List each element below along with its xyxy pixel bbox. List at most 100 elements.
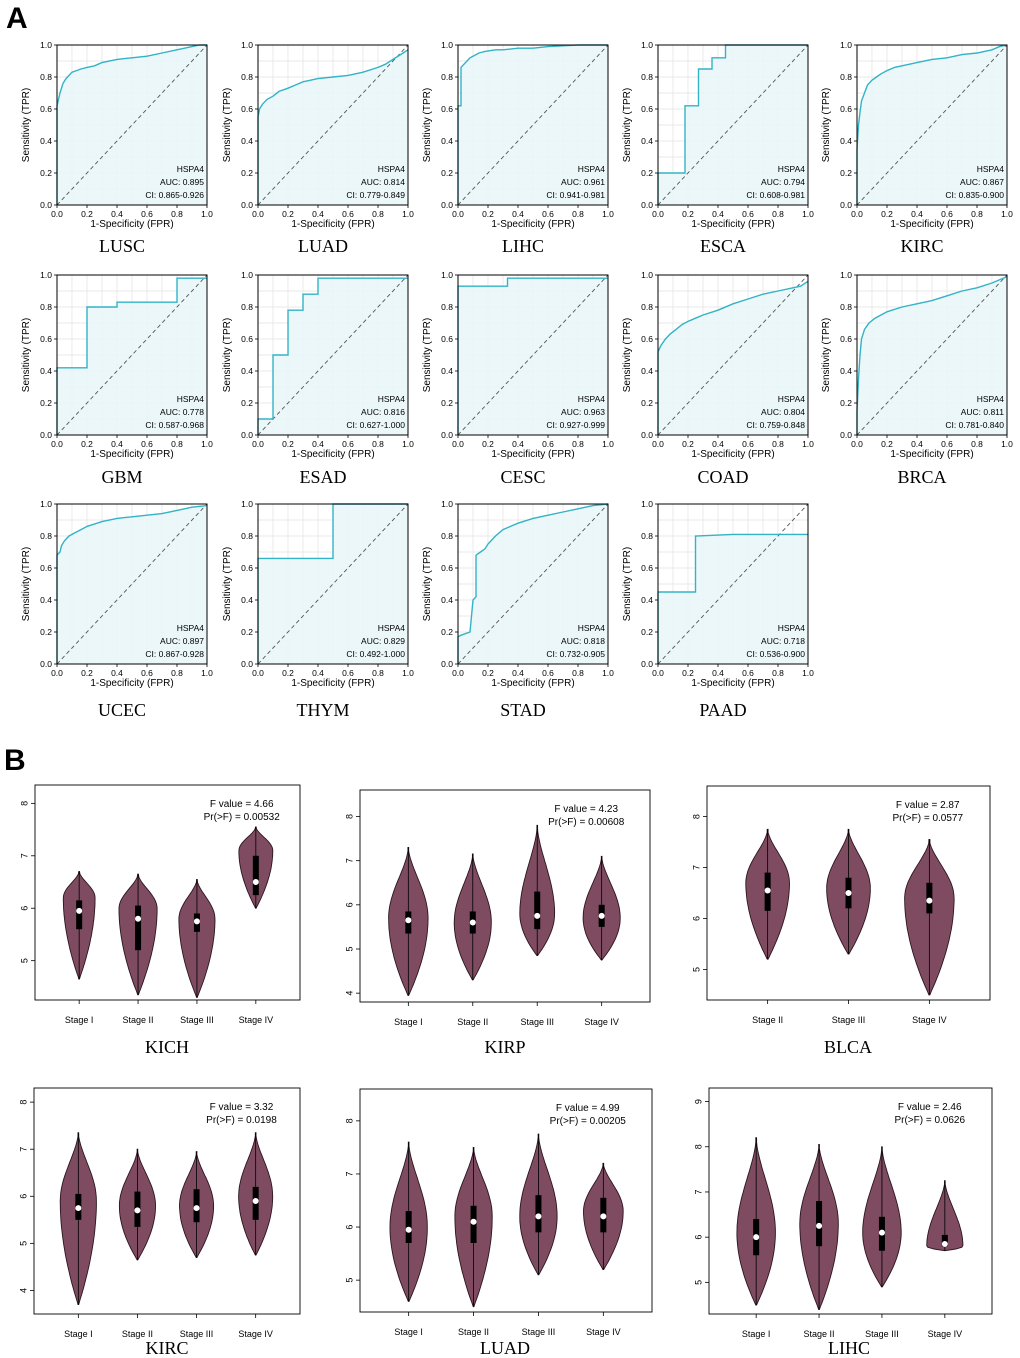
roc-curve-line [56, 44, 207, 205]
roc-chart-stad: 0.00.0 0.2 0.2 0.4 0.4 0.6 0.6 0.8 0.8 1.0 1.0 1-Sp… [422, 499, 614, 720]
roc-x-tick-label: 1.0 [201, 209, 213, 219]
roc-y-axis-title: Sensitivity (TPR) [622, 318, 633, 392]
roc-x-tick-label: 0.0 [652, 668, 664, 678]
roc-y-tick-label: 0.4 [241, 136, 253, 146]
roc-x-tick-label: 0.0 [851, 439, 863, 449]
roc-chart-luad: 0.00.0 0.2 0.2 0.4 0.4 0.6 0.6 0.8 0.8 1.0 1.0 1-Sp… [222, 40, 414, 256]
roc-x-tick-label: 0.4 [512, 668, 524, 678]
roc-auc-area [458, 278, 608, 435]
roc-y-tick-label: 0.8 [241, 72, 253, 82]
violin-stage-label: Stage IV [928, 1329, 963, 1339]
violin-y-tick-label: 8 [693, 1144, 703, 1149]
roc-ci-label: CI: 0.608-0.981 [746, 190, 805, 200]
roc-y-tick-label: 0.2 [840, 168, 852, 178]
violin-iqr-box [76, 900, 83, 930]
roc-y-tick-label: 0.2 [641, 627, 653, 637]
roc-diagonal-reference [657, 274, 809, 436]
roc-diagonal-reference [856, 44, 1008, 206]
violin-median-dot [405, 1226, 412, 1233]
roc-x-tick-label: 0.2 [81, 668, 93, 678]
roc-cancer-label: LUSC [99, 236, 145, 256]
roc-y-tick-label: 1.0 [40, 270, 52, 280]
violin-y-tick-label: 8 [18, 1100, 28, 1105]
roc-plot-frame [657, 503, 809, 665]
roc-x-tick-label: 0.4 [111, 668, 123, 678]
roc-x-tick-label: 0.4 [312, 209, 324, 219]
violin-cancer-label: BLCA [824, 1037, 872, 1057]
roc-ci-label: CI: 0.732-0.905 [546, 649, 605, 659]
roc-ci-label: CI: 0.781-0.840 [945, 420, 1004, 430]
roc-x-tick-label: 0.8 [772, 439, 784, 449]
roc-x-axis-title: 1-Specificity (FPR) [90, 678, 173, 689]
roc-y-tick-label: 0.4 [840, 136, 852, 146]
roc-auc-label: AUC: 0.811 [961, 407, 1005, 417]
roc-x-tick-label: 1.0 [402, 209, 414, 219]
roc-y-axis-title: Sensitivity (TPR) [222, 318, 233, 392]
violin-stage-label: Stage III [180, 1329, 214, 1339]
roc-diagonal-reference [856, 274, 1008, 436]
roc-y-tick-label: 0.0 [40, 430, 52, 440]
roc-y-tick-label: 0.6 [641, 104, 653, 114]
roc-x-tick-label: 0.0 [51, 209, 63, 219]
violin-median-dot [816, 1222, 823, 1229]
roc-y-tick-label: 0.6 [241, 563, 253, 573]
roc-auc-area [57, 278, 207, 435]
roc-cancer-label: STAD [500, 700, 546, 720]
roc-cancer-label: CESC [500, 467, 545, 487]
roc-x-tick-label: 1.0 [602, 439, 614, 449]
roc-curve-line [257, 277, 408, 435]
violin-iqr-box [135, 905, 142, 951]
roc-ci-label: CI: 0.941-0.981 [546, 190, 605, 200]
roc-auc-label: AUC: 0.778 [160, 407, 204, 417]
roc-x-tick-label: 0.6 [742, 668, 754, 678]
roc-y-tick-label: 0.6 [40, 563, 52, 573]
roc-curve-line [457, 44, 608, 205]
roc-y-axis-title: Sensitivity (TPR) [222, 88, 233, 162]
violin-y-tick-label: 6 [18, 1194, 28, 1199]
roc-cancer-label: THYM [297, 700, 350, 720]
roc-chart-kirc: 0.00.0 0.2 0.2 0.4 0.4 0.6 0.6 0.8 0.8 1.0 1.0 1-Sp… [821, 40, 1013, 256]
roc-y-tick-label: 0.2 [441, 398, 453, 408]
roc-x-tick-label: 0.2 [282, 668, 294, 678]
roc-y-tick-label: 0.8 [641, 531, 653, 541]
roc-x-tick-label: 0.8 [572, 439, 584, 449]
roc-plot-frame [56, 503, 208, 665]
violin-y-tick-label: 8 [344, 814, 354, 819]
violin-f-value: F value = 4.23 [554, 804, 618, 815]
roc-x-tick-label: 1.0 [402, 668, 414, 678]
roc-cancer-label: COAD [697, 467, 748, 487]
roc-x-axis-title: 1-Specificity (FPR) [890, 219, 973, 230]
roc-diagonal-reference [257, 44, 409, 206]
violin-f-value: F value = 2.46 [898, 1102, 962, 1113]
roc-y-tick-label: 0.8 [40, 531, 52, 541]
roc-y-axis-title: Sensitivity (TPR) [422, 547, 433, 621]
roc-cancer-label: PAAD [699, 700, 746, 720]
violin-y-tick-label: 6 [693, 1235, 703, 1240]
violin-stage-label: Stage III [522, 1327, 556, 1337]
violin-median-dot [845, 890, 852, 896]
roc-x-tick-label: 1.0 [1001, 439, 1013, 449]
violin-median-dot [764, 887, 771, 894]
roc-x-axis-title: 1-Specificity (FPR) [291, 449, 374, 460]
roc-y-tick-label: 0.8 [441, 302, 453, 312]
violin-y-tick-label: 7 [18, 1147, 28, 1152]
roc-plot-frame [856, 274, 1008, 436]
violin-median-dot [135, 915, 142, 922]
roc-x-tick-label: 0.4 [312, 439, 324, 449]
roc-x-axis-title: 1-Specificity (FPR) [491, 219, 574, 230]
roc-x-tick-label: 1.0 [1001, 209, 1013, 219]
roc-x-tick-label: 0.2 [81, 439, 93, 449]
roc-y-tick-label: 0.8 [441, 531, 453, 541]
roc-x-tick-label: 0.8 [171, 668, 183, 678]
roc-y-axis-title: Sensitivity (TPR) [422, 88, 433, 162]
roc-y-tick-label: 0.6 [641, 334, 653, 344]
violin-y-tick-label: 4 [18, 1288, 28, 1293]
roc-y-tick-label: 0.6 [840, 104, 852, 114]
roc-ci-label: CI: 0.927-0.999 [546, 420, 605, 430]
roc-x-tick-label: 0.8 [372, 439, 384, 449]
roc-curve-line [257, 49, 409, 205]
roc-x-tick-label: 0.6 [141, 668, 153, 678]
roc-chart-brca: 0.00.0 0.2 0.2 0.4 0.4 0.6 0.6 0.8 0.8 1.0 1.0 1-Sp… [821, 270, 1013, 487]
roc-gene-label: HSPA4 [578, 394, 606, 404]
roc-y-tick-label: 0.6 [840, 334, 852, 344]
